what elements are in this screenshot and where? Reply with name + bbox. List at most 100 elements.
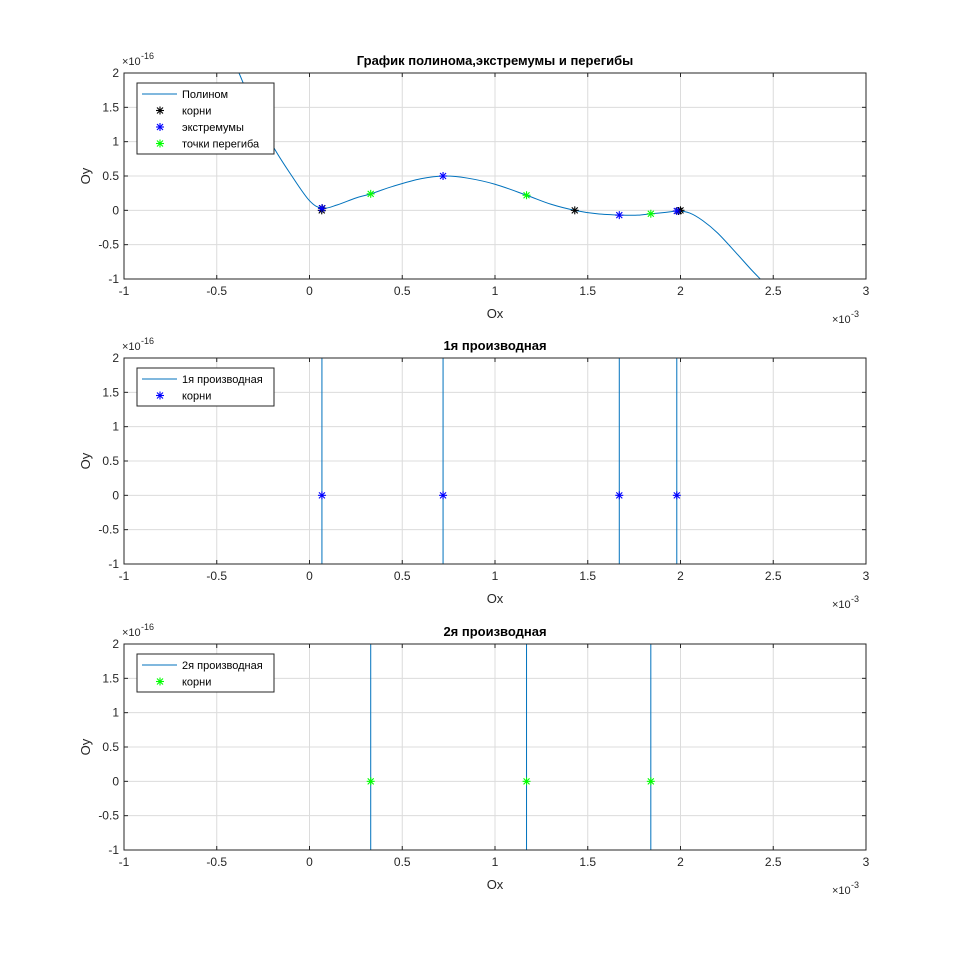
y-axis-label: Oy bbox=[78, 167, 93, 184]
y-tick-label: 0.5 bbox=[102, 740, 119, 754]
chart-title: График полинома,экстремумы и перегибы bbox=[357, 53, 634, 68]
legend-box bbox=[136, 367, 275, 407]
y-tick-label: -0.5 bbox=[98, 238, 119, 252]
x-tick-label: 1.5 bbox=[579, 569, 596, 583]
y-exponent-power: -16 bbox=[141, 622, 154, 632]
legend-marker bbox=[156, 139, 164, 148]
y-tick-label: 1.5 bbox=[102, 100, 119, 114]
legend: 2я производная корни bbox=[136, 653, 275, 693]
x-tick-label: 0 bbox=[306, 284, 313, 298]
y-tick-label: 2 bbox=[112, 66, 119, 80]
plot-area bbox=[366, 644, 655, 850]
y-exponent-multiplier: ×10 bbox=[122, 56, 141, 68]
legend-entry-label: корни bbox=[182, 391, 211, 403]
x-tick-label: -0.5 bbox=[206, 855, 227, 869]
x-tick-label: 2.5 bbox=[765, 569, 782, 583]
marker-point-d2 bbox=[647, 210, 655, 218]
y-exponent-power: -16 bbox=[141, 51, 154, 61]
y-tick-label: -1 bbox=[108, 557, 119, 571]
y-tick-label: -0.5 bbox=[98, 809, 119, 823]
legend-entry-label: корни bbox=[182, 106, 211, 118]
legend-marker bbox=[156, 677, 164, 686]
marker-point bbox=[439, 172, 448, 180]
x-exponent-power: -3 bbox=[851, 594, 859, 604]
x-tick-label: 3 bbox=[863, 284, 870, 298]
marker-point bbox=[570, 206, 579, 215]
subplot-1: -1 -0.5 0 0.5 1 1.5 2 2.5 3 -1 -0.5 0 0.5 1 1.5 2 График… bbox=[78, 51, 870, 326]
subplot-2: -1 -0.5 0 0.5 1 1.5 2 2.5 3 -1 -0.5 0 0.5 1 1.5 2 1я про… bbox=[78, 336, 870, 611]
x-tick-label: 1 bbox=[492, 855, 499, 869]
legend-marker bbox=[156, 106, 164, 115]
chart-title: 2я производная bbox=[443, 624, 546, 639]
legend-marker bbox=[156, 391, 164, 400]
y-tick-label: -1 bbox=[108, 843, 119, 857]
x-exponent-multiplier: ×10 bbox=[832, 885, 851, 897]
y-axis-label: Oy bbox=[78, 452, 93, 469]
marker-point bbox=[672, 491, 681, 500]
y-tick-label: 1.5 bbox=[102, 671, 119, 685]
y-tick-label: -1 bbox=[108, 272, 119, 286]
marker-point bbox=[317, 204, 326, 213]
x-tick-label: 1.5 bbox=[579, 284, 596, 298]
y-tick-label: 1 bbox=[112, 135, 119, 149]
marker-point-d2 bbox=[647, 777, 655, 785]
legend-entry-label: 2я производная bbox=[182, 660, 263, 672]
x-tick-label: 0 bbox=[306, 569, 313, 583]
y-tick-label: 1 bbox=[112, 706, 119, 720]
x-axis-label: Ox bbox=[487, 306, 504, 321]
marker-point-d2 bbox=[673, 207, 681, 215]
legend-entry-label: экстремумы bbox=[182, 122, 244, 134]
marker-point bbox=[366, 189, 375, 198]
y-exponent-power: -16 bbox=[141, 336, 154, 346]
marker-point bbox=[522, 191, 531, 200]
legend-entry-label: 1я производная bbox=[182, 374, 263, 386]
x-tick-label: -1 bbox=[119, 284, 130, 298]
y-tick-label: 0 bbox=[112, 488, 119, 502]
marker-point bbox=[646, 777, 655, 786]
marker-point-d2 bbox=[318, 491, 326, 499]
y-tick-label: 0.5 bbox=[102, 169, 119, 183]
marker-point-d2 bbox=[673, 491, 681, 499]
legend-marker-d2 bbox=[156, 140, 164, 147]
x-tick-label: -0.5 bbox=[206, 569, 227, 583]
subplot-3: -1 -0.5 0 0.5 1 1.5 2 2.5 3 -1 -0.5 0 0.5 1 1.5 2 2я про… bbox=[78, 622, 870, 897]
marker-point-d2 bbox=[615, 491, 623, 499]
plot-area bbox=[317, 358, 681, 564]
plot-area bbox=[238, 73, 761, 279]
x-tick-label: -0.5 bbox=[206, 284, 227, 298]
x-tick-label: 2 bbox=[677, 569, 684, 583]
y-tick-label: 1.5 bbox=[102, 385, 119, 399]
marker-point bbox=[522, 777, 531, 786]
x-tick-label: 1 bbox=[492, 569, 499, 583]
marker-point-d2 bbox=[318, 204, 326, 212]
x-exponent-power: -3 bbox=[851, 880, 859, 890]
x-tick-label: 0.5 bbox=[394, 855, 411, 869]
x-axis-label: Ox bbox=[487, 591, 504, 606]
x-tick-label: 0 bbox=[306, 855, 313, 869]
x-tick-label: 1 bbox=[492, 284, 499, 298]
marker-point-d2 bbox=[439, 491, 447, 499]
y-tick-label: 1 bbox=[112, 420, 119, 434]
x-tick-label: 2.5 bbox=[765, 284, 782, 298]
x-tick-label: -1 bbox=[119, 569, 130, 583]
x-tick-label: 1.5 bbox=[579, 855, 596, 869]
x-tick-label: 2 bbox=[677, 284, 684, 298]
x-axis-label: Ox bbox=[487, 877, 504, 892]
legend-box bbox=[136, 653, 275, 693]
legend-marker-d2 bbox=[156, 123, 164, 131]
y-tick-label: 2 bbox=[112, 637, 119, 651]
marker-point-d2 bbox=[367, 190, 375, 198]
marker-point bbox=[317, 491, 326, 500]
x-exponent-power: -3 bbox=[851, 309, 859, 319]
marker-point bbox=[672, 207, 681, 216]
marker-point-d2 bbox=[571, 206, 579, 214]
legend-entry-label: корни bbox=[182, 677, 211, 689]
marker-point-d2 bbox=[523, 777, 530, 785]
legend: Полином корни экстремумы точки перегиба bbox=[136, 82, 275, 155]
y-tick-label: 0 bbox=[112, 203, 119, 217]
y-exponent-multiplier: ×10 bbox=[122, 341, 141, 353]
marker-point-d2 bbox=[615, 211, 623, 219]
marker-point bbox=[615, 491, 624, 500]
